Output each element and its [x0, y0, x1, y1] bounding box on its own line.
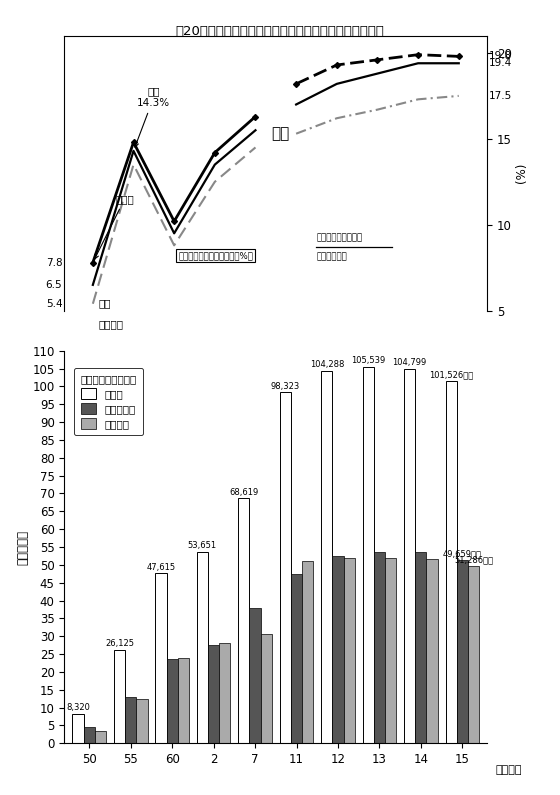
Bar — [219, 643, 230, 743]
Text: 104,799: 104,799 — [393, 359, 427, 367]
Bar — [363, 366, 374, 743]
Bar — [95, 731, 106, 743]
Text: 第20図　公債費充当一般財源及び公債費負担比率の推移: 第20図 公債費充当一般財源及び公債費負担比率の推移 — [176, 25, 384, 38]
Bar — [249, 607, 260, 743]
Bar — [72, 714, 83, 743]
Bar — [83, 727, 95, 743]
Bar — [416, 553, 427, 743]
Bar — [166, 659, 178, 743]
Bar — [302, 561, 313, 743]
Bar — [136, 699, 147, 743]
Text: 〜〜: 〜〜 — [272, 126, 290, 142]
Text: 7.8: 7.8 — [46, 258, 62, 268]
Text: 47,615: 47,615 — [146, 563, 175, 572]
Bar — [468, 566, 479, 743]
Bar — [404, 369, 416, 743]
Text: 19.4: 19.4 — [489, 58, 512, 68]
Text: （年度）: （年度） — [496, 765, 522, 775]
Bar — [457, 560, 468, 743]
Bar — [374, 553, 385, 743]
Text: 都道府県: 都道府県 — [99, 320, 124, 329]
Text: 51,286億円: 51,286億円 — [454, 555, 493, 564]
Text: 104,288: 104,288 — [310, 360, 344, 370]
Text: 98,323: 98,323 — [270, 382, 300, 390]
Text: 53,651: 53,651 — [188, 541, 217, 550]
Text: 純計
14.3%: 純計 14.3% — [134, 87, 170, 147]
Text: 純計: 純計 — [99, 299, 111, 308]
Text: 49,659億円: 49,659億円 — [443, 549, 482, 558]
Bar — [260, 634, 272, 743]
Text: 8,320: 8,320 — [66, 703, 90, 712]
Text: 一般財源総額: 一般財源総額 — [316, 252, 347, 262]
Bar — [178, 657, 189, 743]
Text: 105,539: 105,539 — [351, 356, 385, 365]
Legend: 純　計, 市　町　村, 都道府県: 純 計, 市 町 村, 都道府県 — [74, 367, 143, 435]
Bar — [155, 573, 166, 743]
Text: 6.5: 6.5 — [46, 280, 62, 290]
Y-axis label: （千億円）: （千億円） — [17, 529, 30, 564]
Bar — [427, 560, 438, 743]
Bar — [385, 558, 396, 743]
Text: 68,619: 68,619 — [229, 487, 259, 497]
Text: 17.5: 17.5 — [489, 91, 512, 101]
Y-axis label: (%): (%) — [515, 163, 528, 184]
Bar — [114, 650, 125, 743]
Bar — [239, 498, 249, 743]
Text: 19.8: 19.8 — [489, 52, 512, 61]
Bar — [280, 393, 291, 743]
Bar — [291, 574, 302, 743]
Bar — [333, 556, 344, 743]
Text: 26,125: 26,125 — [105, 639, 134, 648]
Bar — [344, 558, 355, 743]
Text: 101,526億円: 101,526億円 — [429, 370, 473, 379]
Bar — [125, 697, 136, 743]
Text: 公債費負担比率（右目盛）%＝: 公債費負担比率（右目盛）%＝ — [178, 251, 253, 260]
Text: 5.4: 5.4 — [46, 299, 62, 308]
Bar — [446, 381, 457, 743]
Bar — [197, 552, 208, 743]
Bar — [208, 646, 219, 743]
Bar — [321, 371, 333, 743]
Text: 公債費充当一般財源: 公債費充当一般財源 — [316, 233, 362, 242]
Text: 市町村: 市町村 — [95, 194, 134, 259]
